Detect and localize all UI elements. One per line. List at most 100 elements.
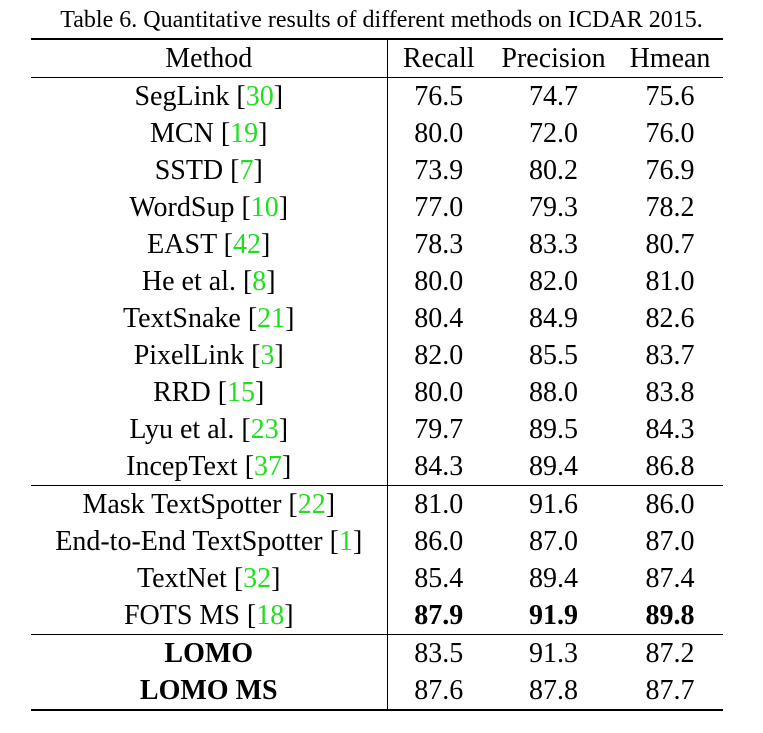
table-caption: Table 6. Quantitative results of differe… [60,7,703,33]
hmean-cell: 83.8 [645,377,695,408]
precision-cell: 83.3 [529,229,578,260]
recall-cell: 73.9 [414,155,464,186]
method-cell: MCN [19] [31,115,388,152]
hmean-cell: 83.7 [645,340,695,371]
recall-cell: 81.0 [387,485,490,523]
method-cell: TextSnake [21] [31,300,388,337]
precision-cell: 87.8 [490,672,617,711]
table-row: TextNet [32] 85.4 89.4 87.4 [31,560,723,597]
hmean-cell: 76.0 [645,118,695,149]
table-row: SegLink [30] 76.5 74.7 75.6 [31,77,723,115]
method-cell: Mask TextSpotter [22] [31,485,388,523]
hmean-cell: 87.2 [617,634,723,672]
table-row: LOMO 83.5 91.3 87.2 [31,634,723,672]
recall-cell: 82.0 [414,340,464,371]
method-cell: PixelLink [3] [31,337,388,374]
table-row: TextSnake [21] 80.4 84.9 82.6 [31,300,723,337]
citation-link[interactable]: 8 [252,266,267,297]
citation-link[interactable]: 15 [227,377,256,408]
precision-cell: 89.5 [529,414,578,445]
method-name: RRD [153,377,211,408]
hmean-cell: 89.8 [645,600,695,631]
citation-link[interactable]: 23 [250,414,279,445]
method-name: TextNet [137,563,227,594]
citation-link[interactable]: 7 [239,155,254,186]
method-cell: IncepText [37] [31,448,388,486]
hmean-cell: 87.4 [645,563,695,594]
method-name: LOMO MS [139,675,278,706]
precision-cell: 72.0 [529,118,578,149]
method-cell: EAST [42] [31,226,388,263]
table-row: EAST [42] 78.3 83.3 80.7 [31,226,723,263]
header-row: Method Recall Precision Hmean [31,38,723,78]
table-body: SegLink [30] 76.5 74.7 75.6 MCN [19] 80.0 72.0… [31,77,723,711]
citation-link[interactable]: 22 [297,489,326,520]
table-row: RRD [15] 80.0 88.0 83.8 [31,374,723,411]
method-name: TextSnake [123,303,241,334]
method-name: End-to-End TextSpotter [55,526,323,557]
precision-cell: 88.0 [529,377,578,408]
precision-cell: 89.4 [529,563,578,594]
hmean-cell: 81.0 [645,266,695,297]
citation-link[interactable]: 10 [250,192,279,223]
recall-cell: 76.5 [387,77,490,115]
citation-link[interactable]: 18 [256,600,285,631]
table-header: Method Recall Precision Hmean [31,38,723,78]
precision-cell: 89.4 [529,451,578,482]
header-method: Method [31,38,388,78]
table-row: FOTS MS [18] 87.9 91.9 89.8 [31,597,723,635]
precision-cell: 84.9 [529,303,578,334]
recall-cell: 87.6 [387,672,490,711]
results-table-container: Method Recall Precision Hmean SegLink [3… [31,38,723,711]
hmean-cell: 82.6 [645,303,695,334]
method-cell: Lyu et al. [23] [31,411,388,448]
hmean-cell: 75.6 [617,77,723,115]
recall-cell: 78.3 [414,229,464,260]
method-name: Mask TextSpotter [82,489,282,520]
method-name: MCN [150,118,214,149]
header-hmean: Hmean [617,38,723,78]
table-row: IncepText [37] 84.3 89.4 86.8 [31,448,723,486]
citation-link[interactable]: 32 [243,563,272,594]
hmean-cell: 87.0 [645,526,695,557]
precision-cell: 80.2 [529,155,578,186]
precision-cell: 91.9 [529,600,578,631]
table-row: Lyu et al. [23] 79.7 89.5 84.3 [31,411,723,448]
recall-cell: 80.0 [414,377,464,408]
method-cell: SSTD [7] [31,152,388,189]
method-name: FOTS MS [123,600,240,631]
method-name: SSTD [154,155,224,186]
citation-link[interactable]: 1 [338,526,353,557]
citation-link[interactable]: 3 [260,340,275,371]
recall-cell: 80.0 [414,266,464,297]
table-row: LOMO MS 87.6 87.8 87.7 [31,672,723,711]
method-name: SegLink [134,81,230,112]
precision-cell: 79.3 [529,192,578,223]
method-cell: LOMO MS [31,672,388,711]
citation-link[interactable]: 30 [245,81,274,112]
recall-cell: 80.4 [414,303,464,334]
table-row: He et al. [8] 80.0 82.0 81.0 [31,263,723,300]
recall-cell: 83.5 [387,634,490,672]
results-table: Method Recall Precision Hmean SegLink [3… [31,38,723,711]
table-row: SSTD [7] 73.9 80.2 76.9 [31,152,723,189]
hmean-cell: 76.9 [645,155,695,186]
citation-link[interactable]: 21 [257,303,286,334]
method-cell: RRD [15] [31,374,388,411]
recall-cell: 86.0 [414,526,464,557]
method-name: IncepText [126,451,238,482]
hmean-cell: 86.8 [645,451,695,482]
method-cell: WordSup [10] [31,189,388,226]
method-cell: FOTS MS [18] [31,597,388,635]
hmean-cell: 84.3 [645,414,695,445]
header-recall: Recall [387,38,490,78]
citation-link[interactable]: 19 [230,118,259,149]
citation-link[interactable]: 42 [233,229,261,260]
hmean-cell: 86.0 [617,485,723,523]
recall-cell: 84.3 [414,451,464,482]
method-name: WordSup [129,192,235,223]
table-row: Mask TextSpotter [22] 81.0 91.6 86.0 [31,485,723,523]
precision-cell: 87.0 [529,526,578,557]
table-row: WordSup [10] 77.0 79.3 78.2 [31,189,723,226]
citation-link[interactable]: 37 [254,451,283,482]
